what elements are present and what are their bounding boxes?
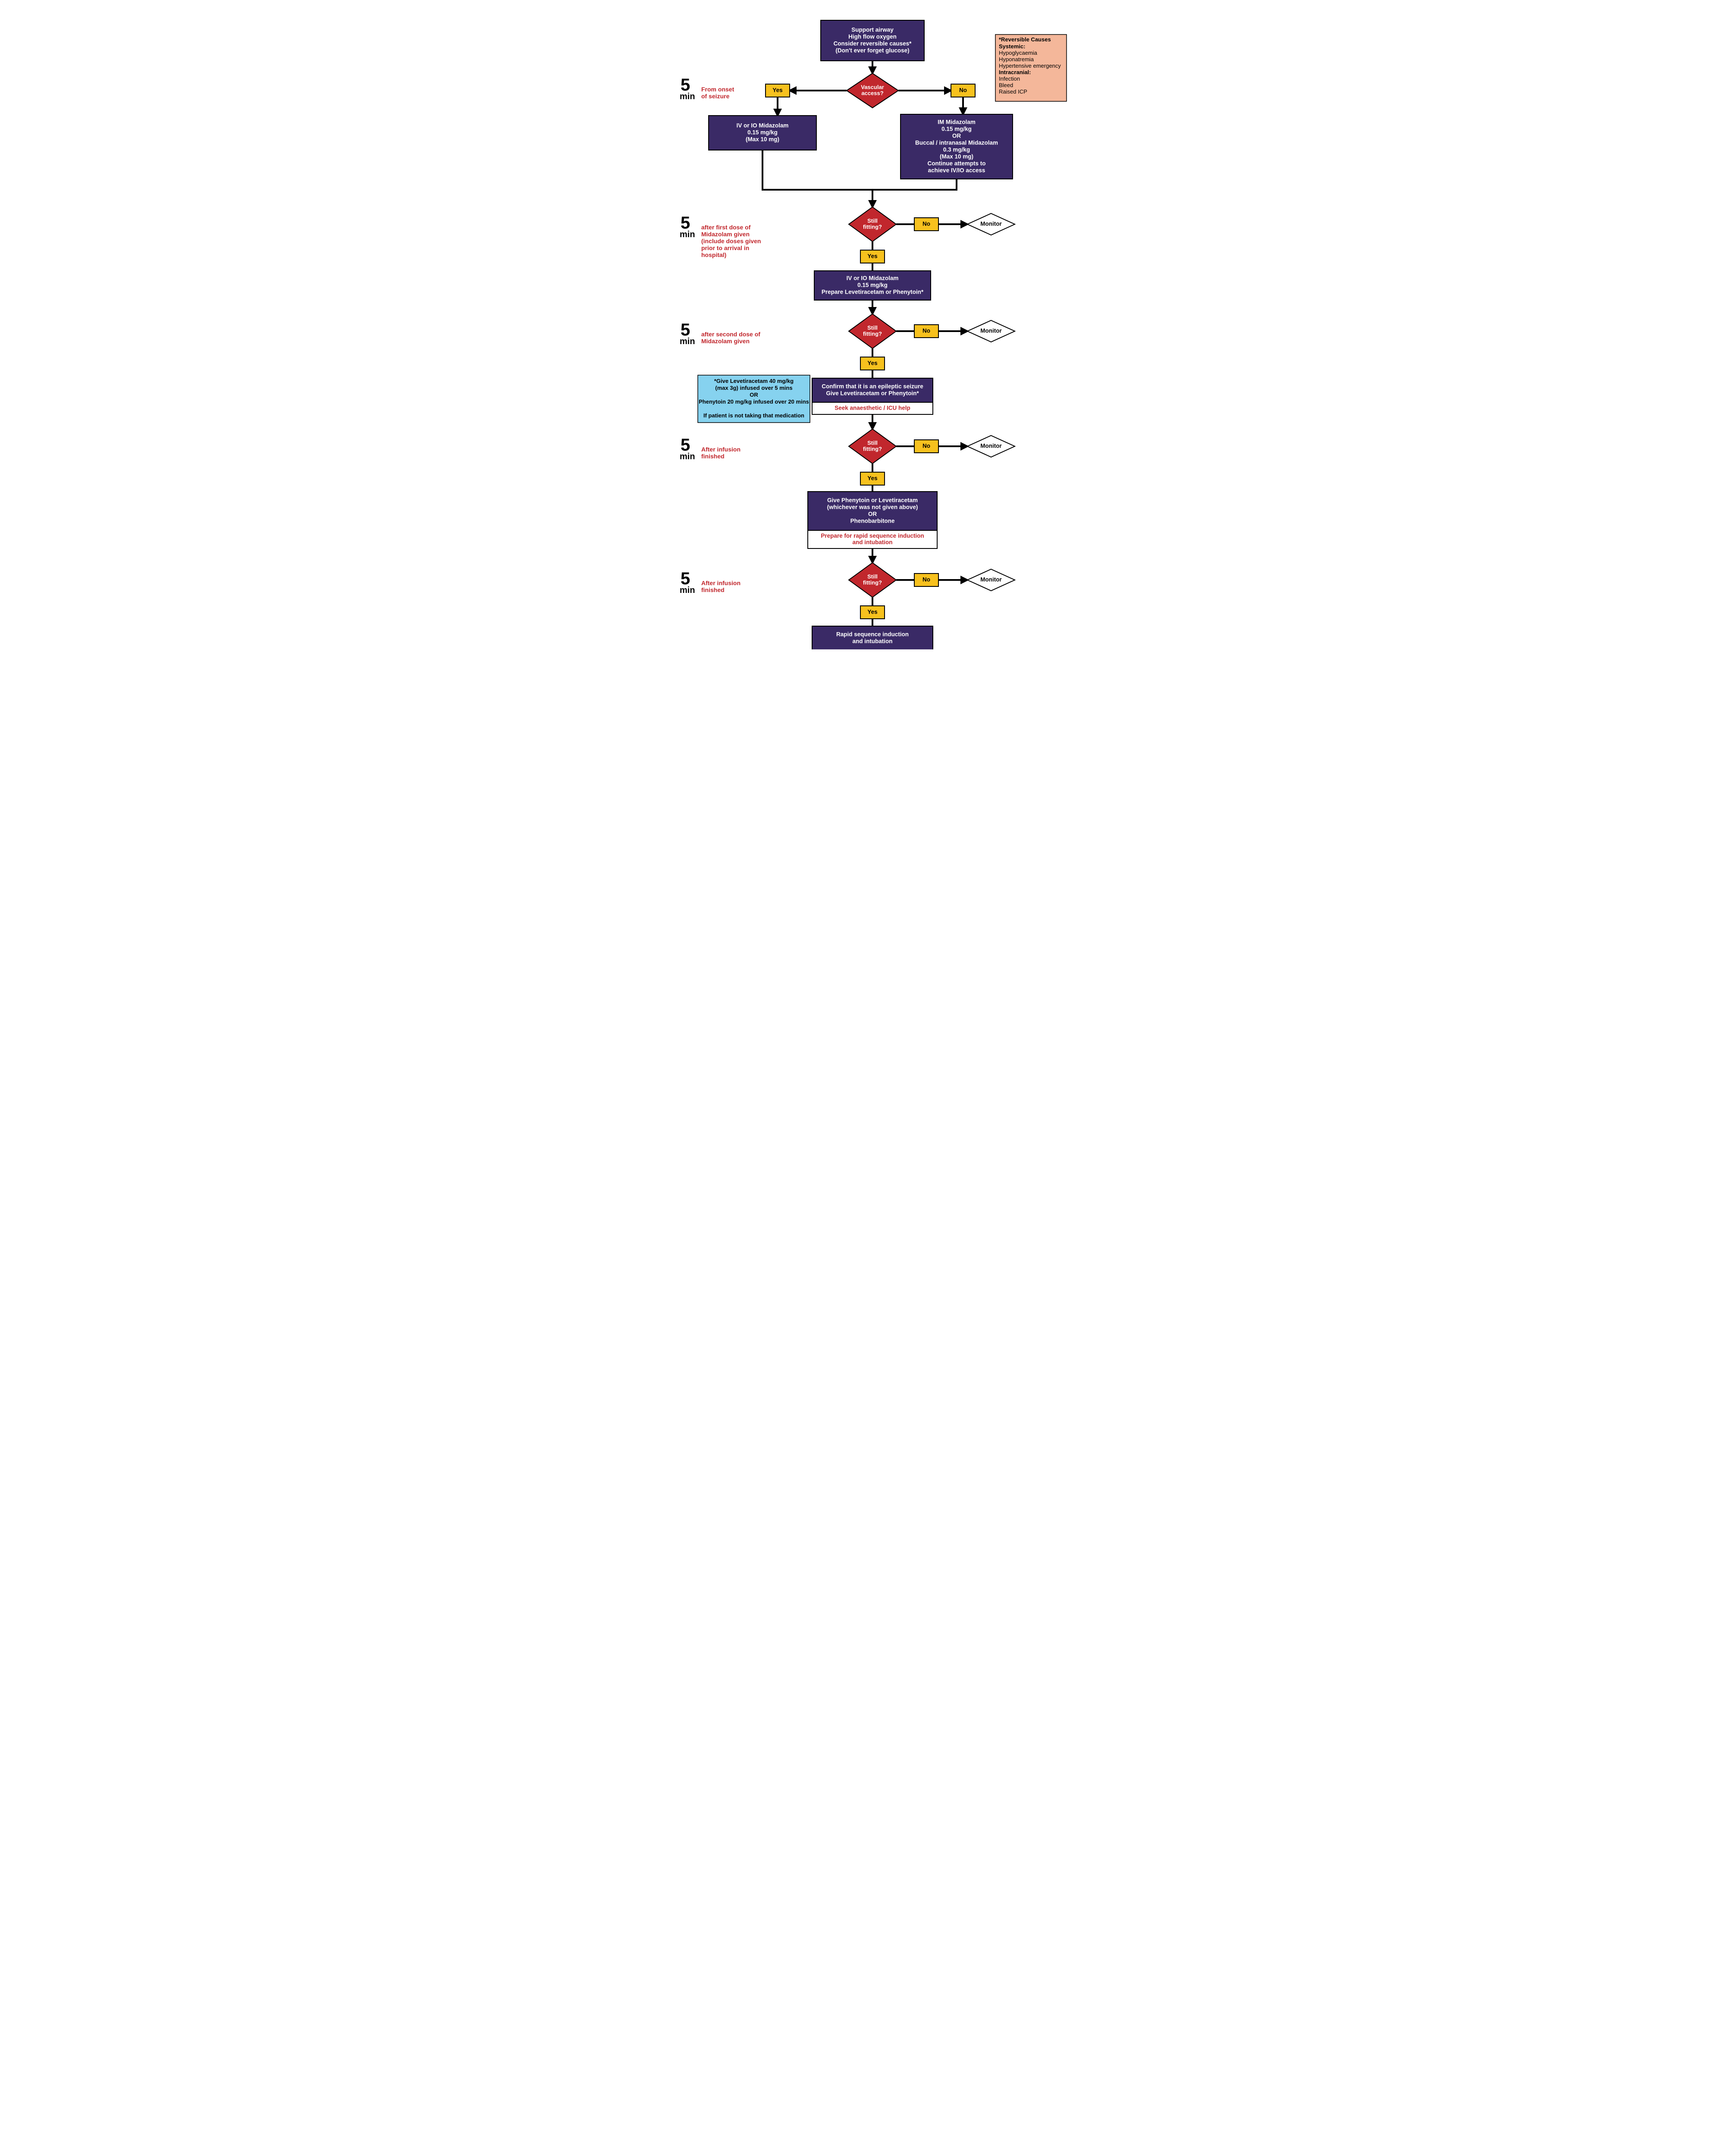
- svg-text:Hypoglycaemia: Hypoglycaemia: [999, 50, 1038, 56]
- svg-text:(include doses given: (include doses given: [701, 238, 761, 244]
- svg-text:finished: finished: [701, 453, 725, 460]
- svg-text:min: min: [680, 230, 695, 239]
- svg-text:after second dose of: after second dose of: [701, 331, 760, 338]
- svg-text:Yes: Yes: [867, 475, 877, 482]
- svg-text:Monitor: Monitor: [980, 221, 1002, 227]
- svg-text:min: min: [680, 337, 695, 346]
- svg-text:hospital): hospital): [701, 251, 726, 258]
- svg-text:OR: OR: [868, 511, 877, 517]
- reversible-causes-box: *Reversible CausesSystemic:Hypoglycaemia…: [995, 34, 1067, 101]
- svg-text:*Give Levetiracetam 40 mg/kg: *Give Levetiracetam 40 mg/kg: [714, 378, 794, 384]
- svg-text:Monitor: Monitor: [980, 328, 1002, 334]
- svg-text:IV or IO Midazolam: IV or IO Midazolam: [847, 275, 899, 282]
- svg-text:Buccal / intranasal Midazolam: Buccal / intranasal Midazolam: [915, 140, 998, 146]
- svg-text:Vascular: Vascular: [861, 84, 884, 90]
- drug-info-box: *Give Levetiracetam 40 mg/kg(max 3g) inf…: [698, 375, 810, 423]
- svg-text:IM Midazolam: IM Midazolam: [938, 119, 976, 125]
- svg-text:After infusion: After infusion: [701, 446, 740, 453]
- svg-text:0.15 mg/kg: 0.15 mg/kg: [941, 126, 972, 132]
- svg-text:0.15 mg/kg: 0.15 mg/kg: [857, 282, 888, 288]
- svg-text:and intubation: and intubation: [853, 539, 893, 545]
- svg-text:Confirm that it is an epilepti: Confirm that it is an epileptic seizure: [822, 383, 923, 390]
- svg-text:No: No: [959, 87, 967, 94]
- svg-text:prior to arrival in: prior to arrival in: [701, 244, 749, 251]
- svg-text:Support airway: Support airway: [851, 27, 894, 33]
- svg-text:access?: access?: [861, 90, 883, 96]
- svg-text:finished: finished: [701, 586, 725, 593]
- svg-text:Give Phenytoin or Levetiraceta: Give Phenytoin or Levetiracetam: [827, 497, 918, 504]
- svg-text:Midazolam given: Midazolam given: [701, 338, 750, 345]
- svg-text:Prepare for rapid sequence ind: Prepare for rapid sequence induction: [821, 533, 924, 539]
- svg-text:fitting?: fitting?: [863, 445, 882, 452]
- svg-text:Consider reversible causes*: Consider reversible causes*: [834, 41, 912, 47]
- svg-text:Systemic:: Systemic:: [999, 43, 1025, 50]
- svg-text:fitting?: fitting?: [863, 579, 882, 586]
- svg-text:Hypertensive emergency: Hypertensive emergency: [999, 63, 1061, 69]
- svg-text:(max 3g) infused over 5 mins: (max 3g) infused over 5 mins: [715, 385, 792, 391]
- svg-text:Seek anaesthetic / ICU help: Seek anaesthetic / ICU help: [835, 405, 910, 411]
- svg-text:After infusion: After infusion: [701, 580, 740, 586]
- svg-text:min: min: [680, 452, 695, 461]
- svg-text:No: No: [922, 577, 930, 583]
- flowchart-canvas: Support airwayHigh flow oxygenConsider r…: [657, 0, 1075, 649]
- svg-text:No: No: [922, 328, 930, 334]
- svg-text:Yes: Yes: [867, 609, 877, 615]
- svg-text:OR: OR: [952, 133, 961, 139]
- svg-text:(Max 10 mg): (Max 10 mg): [746, 136, 779, 143]
- svg-text:Still: Still: [867, 573, 878, 580]
- svg-text:achieve IV/IO access: achieve IV/IO access: [928, 167, 985, 174]
- svg-text:(whichever was not given above: (whichever was not given above): [827, 504, 918, 511]
- svg-text:Bleed: Bleed: [999, 82, 1013, 88]
- svg-text:Phenytoin 20 mg/kg infused ove: Phenytoin 20 mg/kg infused over 20 mins: [699, 398, 809, 405]
- svg-text:Yes: Yes: [772, 87, 782, 94]
- svg-text:Intracranial:: Intracranial:: [999, 69, 1031, 75]
- svg-text:Infection: Infection: [999, 75, 1020, 82]
- svg-text:fitting?: fitting?: [863, 223, 882, 230]
- svg-text:OR: OR: [750, 392, 758, 398]
- svg-text:Still: Still: [867, 439, 878, 446]
- svg-text:(Don't ever forget glucose): (Don't ever forget glucose): [835, 47, 909, 54]
- svg-text:and intubation: and intubation: [853, 638, 893, 645]
- svg-text:0.15 mg/kg: 0.15 mg/kg: [747, 129, 778, 136]
- svg-text:No: No: [922, 221, 930, 227]
- svg-text:Continue attempts to: Continue attempts to: [928, 160, 986, 167]
- svg-text:Give Levetiracetam or Phenytoi: Give Levetiracetam or Phenytoin*: [826, 390, 919, 397]
- svg-text:From onset: From onset: [701, 86, 734, 93]
- svg-text:min: min: [680, 92, 695, 101]
- svg-text:Still: Still: [867, 217, 878, 224]
- svg-text:If patient is not taking that: If patient is not taking that medication: [703, 412, 804, 419]
- svg-text:Still: Still: [867, 324, 878, 331]
- svg-text:IV or IO Midazolam: IV or IO Midazolam: [737, 122, 789, 129]
- svg-text:Monitor: Monitor: [980, 443, 1002, 449]
- svg-text:(Max 10 mg): (Max 10 mg): [940, 154, 973, 160]
- svg-text:of seizure: of seizure: [701, 93, 730, 100]
- svg-text:High flow oxygen: High flow oxygen: [848, 34, 897, 40]
- svg-text:No: No: [922, 443, 930, 449]
- svg-text:*Reversible Causes: *Reversible Causes: [999, 36, 1051, 43]
- svg-text:Phenobarbitone: Phenobarbitone: [850, 518, 895, 524]
- svg-text:0.3 mg/kg: 0.3 mg/kg: [943, 147, 970, 153]
- svg-text:after first dose of: after first dose of: [701, 224, 751, 231]
- svg-text:Prepare Levetiracetam or Pheny: Prepare Levetiracetam or Phenytoin*: [822, 289, 924, 295]
- svg-text:Yes: Yes: [867, 253, 877, 260]
- svg-text:Rapid sequence induction: Rapid sequence induction: [836, 631, 909, 638]
- svg-text:Midazolam given: Midazolam given: [701, 231, 750, 238]
- svg-text:Yes: Yes: [867, 360, 877, 367]
- svg-text:min: min: [680, 586, 695, 595]
- svg-text:Hyponatremia: Hyponatremia: [999, 56, 1034, 63]
- svg-text:fitting?: fitting?: [863, 330, 882, 337]
- svg-text:Raised ICP: Raised ICP: [999, 88, 1027, 95]
- svg-text:Monitor: Monitor: [980, 577, 1002, 583]
